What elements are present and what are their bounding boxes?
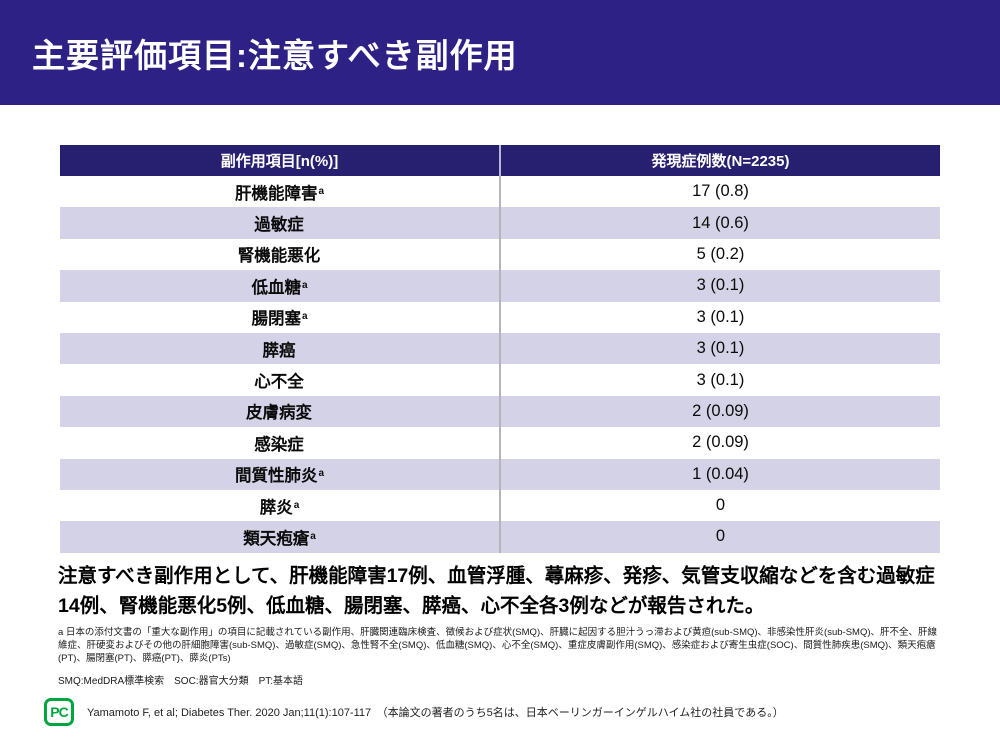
column-header-item: 副作用項目[n(%)] [60, 145, 501, 176]
table-body: 肝機能障害 a 17 (0.8) 過敏症 14 (0.6) 腎機能悪化 5 (0.… [60, 176, 940, 553]
incidence-value: 3 (0.1) [696, 370, 745, 389]
label-text: 肝機能障害 [234, 184, 318, 203]
incidence-value: 17 (0.8) [692, 182, 749, 201]
label-text: 腎機能悪化 [237, 247, 321, 266]
incidence-value: 2 (0.09) [692, 433, 749, 452]
adverse-event-label: 膵癌 [60, 332, 501, 365]
table-row: 低血糖 a 3 (0.1) [60, 270, 940, 302]
incidence-value: 3 (0.1) [696, 276, 745, 295]
adverse-event-label: 皮膚病変 [60, 395, 501, 428]
column-header-incidence: 発現症例数(N=2235) [651, 153, 790, 170]
adverse-event-label: 肝機能障害 a [60, 176, 501, 208]
adverse-event-label: 間質性肺炎 a [60, 458, 501, 490]
table-row: 腎機能悪化 5 (0.2) [60, 238, 940, 271]
table-row: 膵癌 3 (0.1) [60, 332, 940, 365]
adverse-event-label: 腎機能悪化 [60, 238, 501, 271]
page-title: 主要評価項目:注意すべき副作用 [32, 36, 518, 74]
table-row: 腸閉塞 a 3 (0.1) [60, 301, 940, 333]
adverse-event-label: 感染症 [60, 427, 501, 459]
footer: PC Yamamoto F, et al; Diabetes Ther. 202… [44, 696, 784, 728]
table-row: 感染症 2 (0.09) [60, 427, 940, 459]
label-text: 感染症 [254, 435, 304, 454]
adverse-events-table: 副作用項目[n(%)] 発現症例数(N=2235) 肝機能障害 a 17 (0.8… [60, 145, 940, 553]
label-text: 膵炎 [259, 498, 293, 517]
incidence-value: 5 (0.2) [696, 244, 745, 263]
label-text: 間質性肺炎 [234, 467, 318, 486]
incidence-value: 2 (0.09) [692, 401, 749, 420]
label-text: 過敏症 [254, 216, 304, 235]
abbreviations-line: SMQ:MedDRA標準検索 SOC:器官大分類 PT:基本語 [58, 676, 304, 687]
footnote-a-text: a 日本の添付文書の「重大な副作用」の項目に記載されている副作用、肝臓関連臨床検… [58, 627, 938, 664]
title-band: 主要評価項目:注意すべき副作用 [0, 0, 1000, 105]
incidence-value: 3 (0.1) [696, 307, 745, 326]
incidence-value: 3 (0.1) [696, 339, 745, 358]
table-header-row: 副作用項目[n(%)] 発現症例数(N=2235) [60, 145, 940, 176]
incidence-value: 0 [715, 496, 726, 515]
adverse-event-label: 腸閉塞 a [60, 301, 501, 333]
summary-paragraph: 注意すべき副作用として、肝機能障害17例、血管浮腫、蕁麻疹、発疹、気管支収縮など… [58, 565, 935, 617]
table-row: 心不全 3 (0.1) [60, 364, 940, 396]
incidence-value: 14 (0.6) [692, 213, 749, 232]
label-text: 皮膚病変 [246, 404, 312, 423]
table-row: 肝機能障害 a 17 (0.8) [60, 176, 940, 208]
adverse-event-label: 心不全 [60, 364, 501, 396]
adverse-event-label: 低血糖 a [60, 270, 501, 302]
incidence-value: 0 [715, 527, 726, 546]
table-row: 皮膚病変 2 (0.09) [60, 395, 940, 428]
label-text: 低血糖 [251, 278, 301, 297]
label-text: 腸閉塞 [251, 310, 301, 329]
table-row: 間質性肺炎 a 1 (0.04) [60, 458, 940, 490]
table-row: 膵炎 a 0 [60, 489, 940, 522]
pc-logo-icon: PC [44, 698, 74, 726]
adverse-event-label: 類天疱瘡 a [60, 521, 501, 553]
table-row: 類天疱瘡 a 0 [60, 521, 940, 553]
incidence-value: 1 (0.04) [692, 464, 749, 483]
adverse-event-label: 過敏症 [60, 207, 501, 239]
label-text: 類天疱瘡 [243, 529, 310, 548]
label-text: 膵癌 [262, 341, 296, 360]
label-text: 心不全 [254, 373, 304, 392]
citation-text: Yamamoto F, et al; Diabetes Ther. 2020 J… [87, 707, 784, 719]
table-row: 過敏症 14 (0.6) [60, 207, 940, 239]
adverse-event-label: 膵炎 a [60, 489, 501, 522]
